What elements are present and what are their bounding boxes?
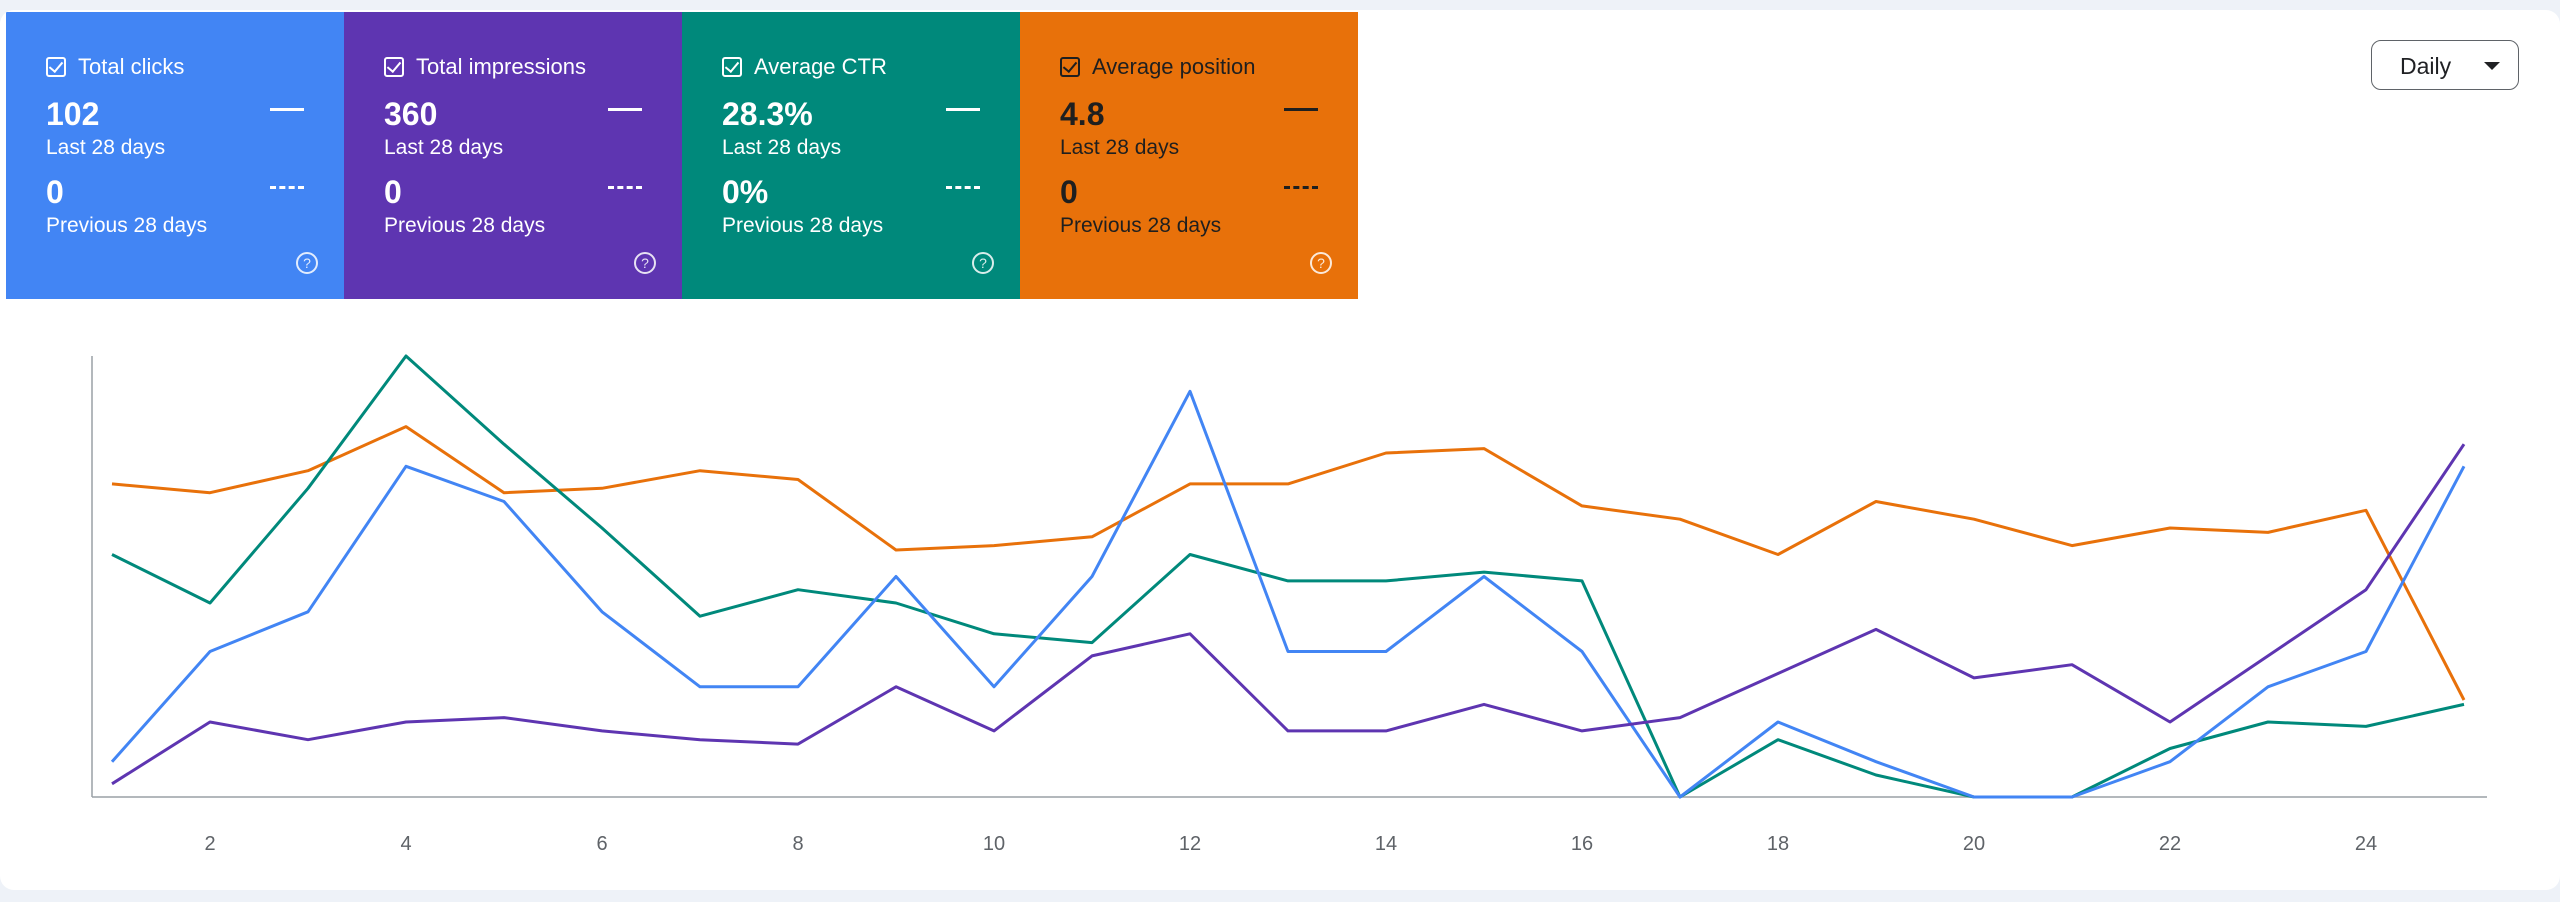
metric-prev-period: Previous 28 days: [722, 214, 884, 237]
metric-prev-period: Previous 28 days: [1060, 214, 1222, 237]
x-tick-label: 22: [2159, 833, 2181, 855]
x-tick-label: 10: [983, 833, 1005, 855]
x-tick-label: 2: [204, 833, 215, 855]
series-line-3: [111, 443, 2466, 786]
x-tick-label: 4: [400, 833, 411, 855]
dashed-line-legend-icon: [1284, 186, 1318, 189]
metric-cards: Total clicks 102 Last 28 days 0 Previous…: [6, 12, 1358, 299]
help-circle-icon[interactable]: ?: [1310, 252, 1332, 274]
x-tick-label: 18: [1767, 833, 1789, 855]
metric-name: Average CTR: [754, 54, 887, 79]
metric-header[interactable]: Average CTR: [722, 54, 887, 80]
help-circle-icon[interactable]: ?: [972, 252, 994, 274]
metric-card-total-impressions[interactable]: Total impressions 360 Last 28 days 0 Pre…: [344, 12, 682, 299]
metric-name: Average position: [1092, 54, 1256, 79]
checkbox-checked-icon[interactable]: [722, 57, 742, 77]
series-line-0: [111, 425, 2466, 701]
dashed-line-legend-icon: [608, 186, 642, 189]
metric-name: Total clicks: [78, 54, 185, 79]
granularity-dropdown[interactable]: Daily: [2371, 40, 2519, 90]
metric-value: 28.3%: [722, 96, 813, 132]
metric-period: Last 28 days: [384, 136, 504, 159]
x-tick-label: 16: [1571, 833, 1593, 855]
solid-line-legend-icon: [946, 108, 980, 111]
metric-prev-period: Previous 28 days: [384, 214, 546, 237]
metric-card-average-ctr[interactable]: Average CTR 28.3% Last 28 days 0% Previo…: [682, 12, 1020, 299]
checkbox-checked-icon[interactable]: [1060, 57, 1080, 77]
metric-prev-value: 0%: [722, 174, 769, 210]
metric-card-average-position[interactable]: Average position 4.8 Last 28 days 0 Prev…: [1020, 12, 1358, 299]
checkbox-checked-icon[interactable]: [46, 57, 66, 77]
x-tick-label: 24: [2355, 833, 2377, 855]
metric-prev-value: 0: [46, 174, 64, 210]
caret-down-icon: [2484, 62, 2500, 70]
x-tick-layer: 2 4 6 8 10 12 14 16 18 20 22 24: [204, 833, 2377, 855]
x-tick-label: 12: [1179, 833, 1201, 855]
performance-chart: 2 4 6 8 10 12 14 16 18 20 22 24: [91, 354, 2487, 855]
solid-line-legend-icon: [608, 108, 642, 111]
metric-value: 102: [46, 96, 100, 132]
metric-prev-value: 0: [384, 174, 402, 210]
metric-period: Last 28 days: [722, 136, 842, 159]
metric-header[interactable]: Total impressions: [384, 54, 586, 80]
dashed-line-legend-icon: [270, 186, 304, 189]
x-tick-label: 6: [596, 833, 607, 855]
metric-period: Last 28 days: [46, 136, 166, 159]
metric-card-total-clicks[interactable]: Total clicks 102 Last 28 days 0 Previous…: [6, 12, 344, 299]
metric-header[interactable]: Total clicks: [46, 54, 184, 80]
dashed-line-legend-icon: [946, 186, 980, 189]
metric-header[interactable]: Average position: [1060, 54, 1256, 80]
x-tick-label: 8: [792, 833, 803, 855]
metric-value: 360: [384, 96, 438, 132]
solid-line-legend-icon: [270, 108, 304, 111]
checkbox-checked-icon[interactable]: [384, 57, 404, 77]
metric-name: Total impressions: [416, 54, 586, 79]
help-circle-icon[interactable]: ?: [296, 252, 318, 274]
metric-prev-value: 0: [1060, 174, 1078, 210]
help-circle-icon[interactable]: ?: [634, 252, 656, 274]
series-line-2: [110, 389, 2466, 799]
performance-panel: Total clicks 102 Last 28 days 0 Previous…: [0, 10, 2560, 890]
x-tick-label: 14: [1375, 833, 1397, 855]
solid-line-legend-icon: [1284, 108, 1318, 111]
series-layer: [110, 354, 2466, 799]
metric-period: Last 28 days: [1060, 136, 1180, 159]
granularity-selected: Daily: [2400, 53, 2452, 79]
x-tick-label: 20: [1963, 833, 1985, 855]
metric-prev-period: Previous 28 days: [46, 214, 208, 237]
metric-value: 4.8: [1060, 96, 1105, 132]
